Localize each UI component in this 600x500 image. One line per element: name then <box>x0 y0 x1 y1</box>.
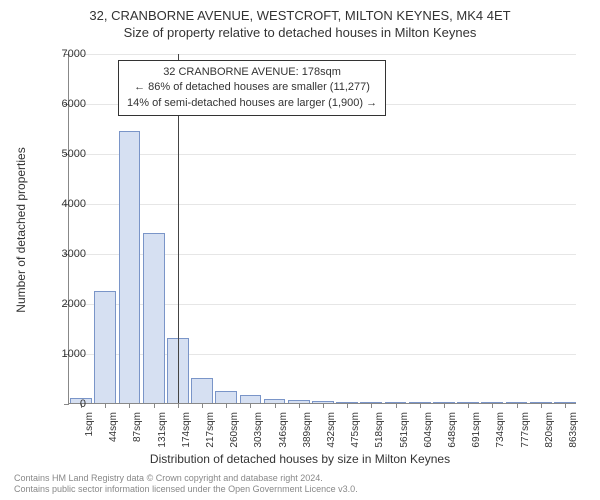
ytick-label: 1000 <box>46 348 86 360</box>
x-axis-label: Distribution of detached houses by size … <box>0 452 600 466</box>
ytick-label: 3000 <box>46 248 86 260</box>
xtick-mark <box>154 403 155 408</box>
histogram-bar <box>143 233 165 403</box>
xtick-mark <box>347 403 348 408</box>
xtick-mark <box>202 403 203 408</box>
xtick-label: 303sqm <box>253 412 264 448</box>
xtick-label: 174sqm <box>181 412 192 448</box>
xtick-label: 260sqm <box>229 412 240 448</box>
xtick-label: 863sqm <box>568 412 579 448</box>
xtick-label: 475sqm <box>350 412 361 448</box>
gridline <box>69 154 576 155</box>
xtick-mark <box>492 403 493 408</box>
xtick-mark <box>226 403 227 408</box>
footer-line-1: Contains HM Land Registry data © Crown c… <box>14 473 358 485</box>
chart-title-sub: Size of property relative to detached ho… <box>0 23 600 40</box>
xtick-mark <box>444 403 445 408</box>
histogram-bar <box>215 391 237 403</box>
xtick-label: 346sqm <box>278 412 289 448</box>
xtick-mark <box>371 403 372 408</box>
annotation-box: 32 CRANBORNE AVENUE: 178sqm ← 86% of det… <box>118 60 386 116</box>
xtick-label: 561sqm <box>399 412 410 448</box>
xtick-label: 734sqm <box>495 412 506 448</box>
xtick-label: 691sqm <box>471 412 482 448</box>
annotation-line-2: ← 86% of detached houses are smaller (11… <box>127 80 377 95</box>
ytick-label: 7000 <box>46 48 86 60</box>
annotation-line-3: 14% of semi-detached houses are larger (… <box>127 96 377 111</box>
xtick-mark <box>178 403 179 408</box>
annotation-line-1: 32 CRANBORNE AVENUE: 178sqm <box>127 65 377 80</box>
histogram-bar <box>191 378 213 403</box>
xtick-label: 820sqm <box>544 412 555 448</box>
xtick-mark <box>275 403 276 408</box>
xtick-mark <box>323 403 324 408</box>
gridline <box>69 204 576 205</box>
xtick-mark <box>541 403 542 408</box>
xtick-mark <box>468 403 469 408</box>
xtick-label: 217sqm <box>205 412 216 448</box>
ytick-label: 2000 <box>46 298 86 310</box>
xtick-mark <box>565 403 566 408</box>
xtick-label: 432sqm <box>326 412 337 448</box>
xtick-label: 44sqm <box>108 412 119 442</box>
xtick-mark <box>517 403 518 408</box>
xtick-label: 518sqm <box>374 412 385 448</box>
xtick-mark <box>420 403 421 408</box>
histogram-bar <box>119 131 141 404</box>
xtick-label: 648sqm <box>447 412 458 448</box>
ytick-label: 0 <box>46 398 86 410</box>
xtick-label: 87sqm <box>132 412 143 442</box>
xtick-mark <box>105 403 106 408</box>
xtick-mark <box>396 403 397 408</box>
histogram-bar <box>94 291 116 404</box>
xtick-label: 131sqm <box>157 412 168 448</box>
xtick-label: 604sqm <box>423 412 434 448</box>
histogram-bar <box>240 395 262 403</box>
y-axis-label: Number of detached properties <box>14 147 28 312</box>
ytick-label: 4000 <box>46 198 86 210</box>
ytick-label: 5000 <box>46 148 86 160</box>
xtick-label: 777sqm <box>520 412 531 448</box>
ytick-label: 6000 <box>46 98 86 110</box>
chart-plot-area: 32 CRANBORNE AVENUE: 178sqm ← 86% of det… <box>68 54 576 404</box>
gridline <box>69 54 576 55</box>
xtick-mark <box>129 403 130 408</box>
xtick-label: 389sqm <box>302 412 313 448</box>
xtick-mark <box>299 403 300 408</box>
footer-attribution: Contains HM Land Registry data © Crown c… <box>14 473 358 496</box>
xtick-mark <box>250 403 251 408</box>
footer-line-2: Contains public sector information licen… <box>14 484 358 496</box>
xtick-label: 1sqm <box>84 412 95 436</box>
chart-title-main: 32, CRANBORNE AVENUE, WESTCROFT, MILTON … <box>0 0 600 23</box>
